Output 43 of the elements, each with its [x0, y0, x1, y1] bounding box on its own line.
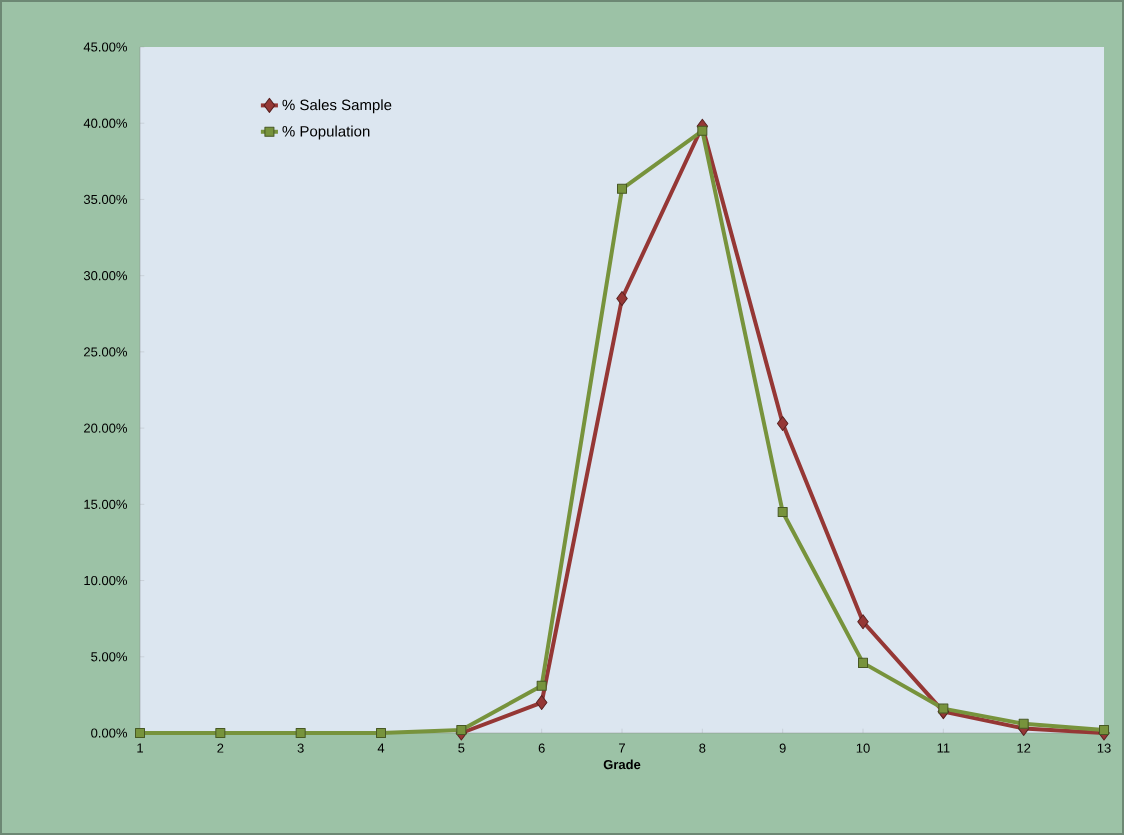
x-axis-title: Grade — [603, 759, 641, 770]
x-tick-label: 4 — [377, 743, 385, 753]
point — [295, 728, 306, 738]
point — [616, 291, 628, 307]
x-tick-label: 8 — [699, 743, 706, 753]
x-tick-label: 11 — [937, 743, 950, 753]
point — [777, 506, 788, 517]
x-tick-label: 13 — [1097, 743, 1111, 753]
point — [536, 680, 547, 691]
point — [535, 695, 548, 711]
legend-label: % Sales Sample — [282, 99, 392, 114]
point — [617, 183, 628, 194]
x-tick-label: 10 — [856, 743, 870, 753]
legend-label: % Population — [282, 125, 370, 140]
point — [135, 728, 145, 738]
y-tick-label: 35.00% — [83, 194, 128, 205]
y-tick-label: 45.00% — [83, 42, 128, 52]
x-tick-label: 3 — [297, 743, 304, 753]
point — [1099, 724, 1110, 735]
x-tick-label: 2 — [217, 743, 224, 753]
y-tick-label: 30.00% — [83, 271, 128, 281]
point — [456, 724, 467, 735]
x-tick-label: 6 — [538, 743, 545, 753]
x-tick-label: 9 — [779, 743, 786, 753]
point — [215, 728, 226, 738]
y-tick-label: 20.00% — [84, 423, 128, 433]
point — [857, 614, 869, 630]
y-tick-label: 40.00% — [83, 118, 128, 128]
point — [938, 703, 949, 714]
point — [697, 125, 708, 136]
y-tick-label: 5.00% — [91, 652, 128, 662]
point — [776, 416, 789, 432]
x-tick-label: 12 — [1017, 743, 1031, 753]
x-tick-label: 5 — [458, 743, 465, 753]
point — [376, 728, 386, 738]
y-tick-label: 25.00% — [84, 347, 128, 357]
y-tick-label: 15.00% — [84, 499, 128, 509]
x-tick-label: 1 — [137, 743, 143, 753]
x-tick-label: 7 — [619, 743, 625, 753]
y-tick-label: 10.00% — [84, 575, 128, 586]
point — [1018, 718, 1029, 729]
point — [858, 657, 869, 668]
y-tick-label: 0.00% — [91, 728, 128, 738]
